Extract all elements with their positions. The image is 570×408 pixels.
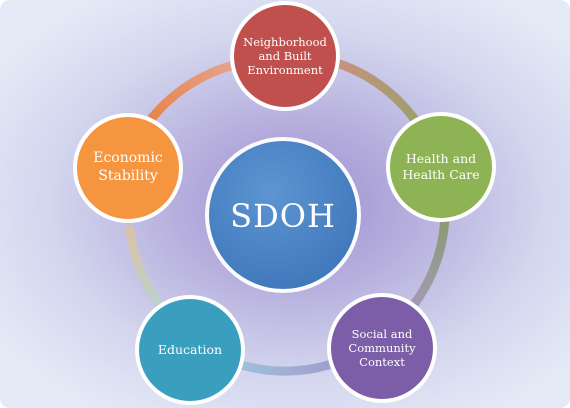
center-circle bbox=[209, 141, 357, 289]
node-economic-stability-circle bbox=[77, 117, 179, 219]
node-social-community bbox=[327, 293, 437, 403]
node-education bbox=[135, 295, 245, 405]
ring-arc-economic-neighborhood bbox=[147, 59, 243, 123]
node-health-care-circle bbox=[390, 116, 492, 218]
node-neighborhood bbox=[230, 1, 340, 111]
node-social-community-circle bbox=[331, 297, 433, 399]
center-node bbox=[205, 137, 361, 293]
node-health-care bbox=[386, 112, 496, 222]
node-education-circle bbox=[139, 299, 241, 401]
node-economic-stability bbox=[73, 113, 183, 223]
node-neighborhood-circle bbox=[234, 5, 336, 107]
ring-arc-education-economic bbox=[125, 225, 165, 310]
center-label: SDOH bbox=[230, 197, 336, 235]
